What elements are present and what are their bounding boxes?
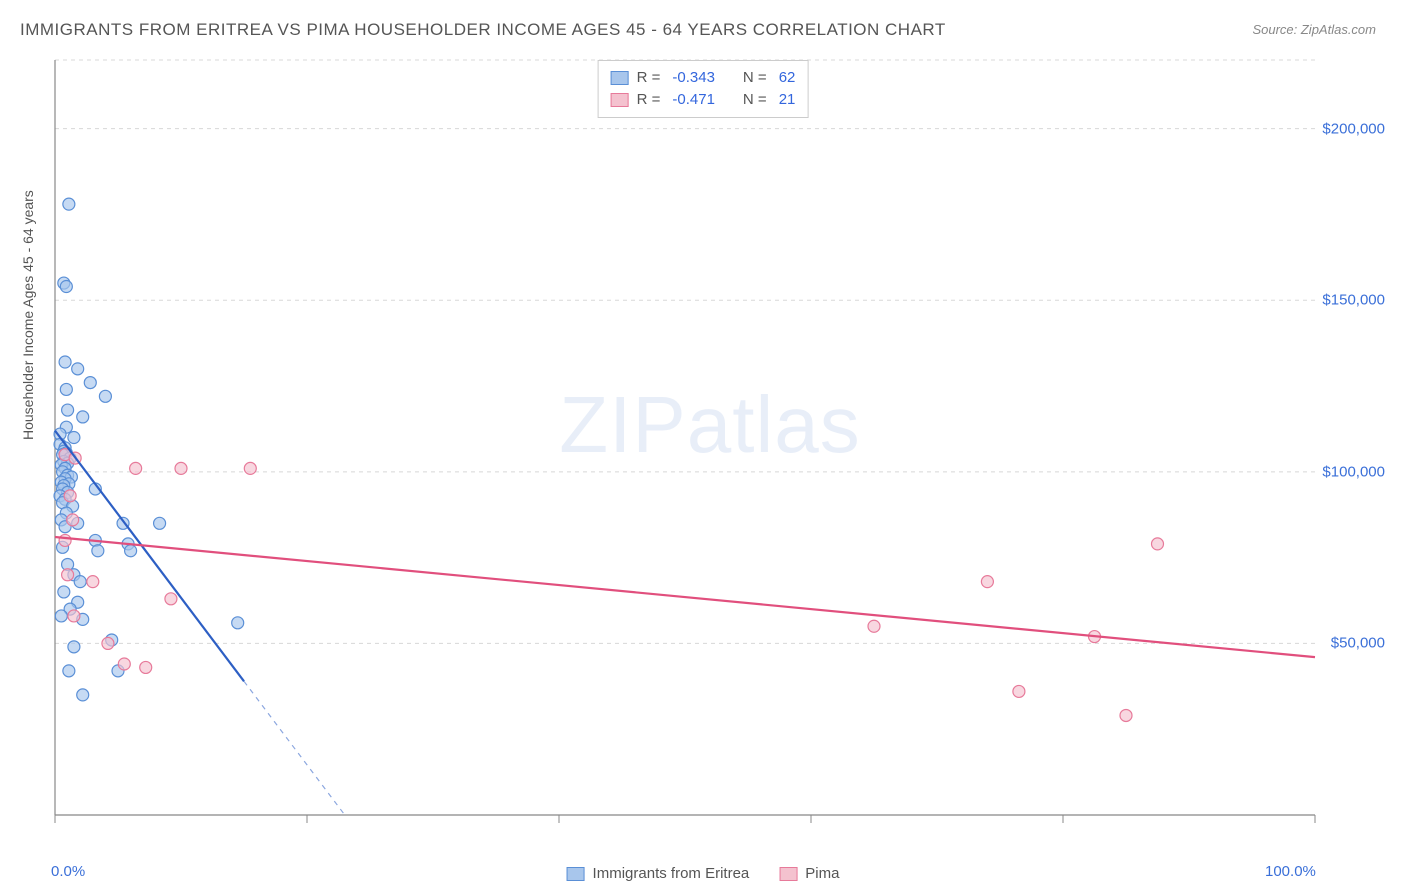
x-tick-label: 100.0%	[1265, 863, 1316, 880]
legend-n-label-2: N =	[743, 89, 767, 111]
legend-r-label-2: R =	[637, 89, 661, 111]
y-axis-label: Householder Income Ages 45 - 64 years	[20, 190, 36, 440]
legend-row-series2: R = -0.471 N = 21	[611, 89, 796, 111]
y-tick-label: $100,000	[1322, 463, 1385, 480]
series-name-1: Immigrants from Eritrea	[593, 865, 750, 882]
source-prefix: Source:	[1252, 22, 1300, 37]
series-legend-item-1: Immigrants from Eritrea	[567, 865, 750, 882]
legend-row-series1: R = -0.343 N = 62	[611, 67, 796, 89]
scatter-plot-svg	[50, 55, 1370, 825]
series-swatch-1	[567, 867, 585, 881]
series-legend-item-2: Pima	[779, 865, 839, 882]
series-swatch-2	[779, 867, 797, 881]
legend-r-value-2: -0.471	[672, 89, 715, 111]
chart-container: IMMIGRANTS FROM ERITREA VS PIMA HOUSEHOL…	[0, 0, 1406, 892]
correlation-legend: R = -0.343 N = 62 R = -0.471 N = 21	[598, 60, 809, 118]
x-tick-label: 0.0%	[51, 863, 85, 880]
legend-n-label: N =	[743, 67, 767, 89]
chart-title: IMMIGRANTS FROM ERITREA VS PIMA HOUSEHOL…	[20, 20, 946, 40]
legend-r-value-1: -0.343	[672, 67, 715, 89]
legend-n-value-2: 21	[779, 89, 796, 111]
series-name-2: Pima	[805, 865, 839, 882]
y-tick-label: $200,000	[1322, 120, 1385, 137]
source-attribution: Source: ZipAtlas.com	[1252, 22, 1376, 37]
plot-area: ZIPatlas	[50, 55, 1370, 825]
legend-swatch-series1	[611, 71, 629, 85]
legend-r-label: R =	[637, 67, 661, 89]
legend-n-value-1: 62	[779, 67, 796, 89]
series-legend: Immigrants from Eritrea Pima	[567, 865, 840, 882]
legend-swatch-series2	[611, 93, 629, 107]
source-name: ZipAtlas.com	[1301, 22, 1376, 37]
y-tick-label: $50,000	[1331, 635, 1385, 652]
y-tick-label: $150,000	[1322, 292, 1385, 309]
